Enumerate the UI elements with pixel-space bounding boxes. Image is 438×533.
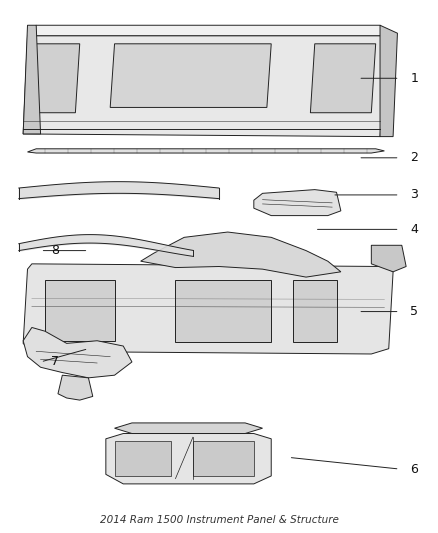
Bar bbox=[293, 280, 336, 342]
Text: 2: 2 bbox=[410, 151, 418, 164]
Text: 5: 5 bbox=[410, 305, 418, 318]
Text: 7: 7 bbox=[51, 356, 60, 368]
Polygon shape bbox=[23, 36, 389, 136]
Polygon shape bbox=[110, 44, 271, 108]
Polygon shape bbox=[28, 44, 80, 113]
Text: 4: 4 bbox=[410, 223, 418, 236]
Bar bbox=[45, 280, 115, 341]
Polygon shape bbox=[380, 25, 397, 136]
Polygon shape bbox=[23, 264, 393, 354]
Polygon shape bbox=[371, 245, 406, 272]
Polygon shape bbox=[106, 433, 271, 484]
Polygon shape bbox=[23, 25, 41, 134]
Text: 1: 1 bbox=[410, 72, 418, 85]
Text: 8: 8 bbox=[51, 244, 60, 257]
Polygon shape bbox=[28, 25, 389, 36]
Polygon shape bbox=[28, 149, 385, 153]
Text: 3: 3 bbox=[410, 189, 418, 201]
Bar bbox=[115, 441, 171, 476]
Polygon shape bbox=[115, 423, 262, 433]
Text: 2014 Ram 1500 Instrument Panel & Structure: 2014 Ram 1500 Instrument Panel & Structu… bbox=[99, 515, 339, 525]
Polygon shape bbox=[141, 232, 341, 277]
Polygon shape bbox=[23, 327, 132, 378]
Bar bbox=[193, 441, 254, 476]
Bar bbox=[176, 280, 271, 342]
Polygon shape bbox=[311, 44, 376, 113]
Text: 6: 6 bbox=[410, 463, 418, 475]
Polygon shape bbox=[254, 190, 341, 216]
Polygon shape bbox=[58, 375, 93, 400]
